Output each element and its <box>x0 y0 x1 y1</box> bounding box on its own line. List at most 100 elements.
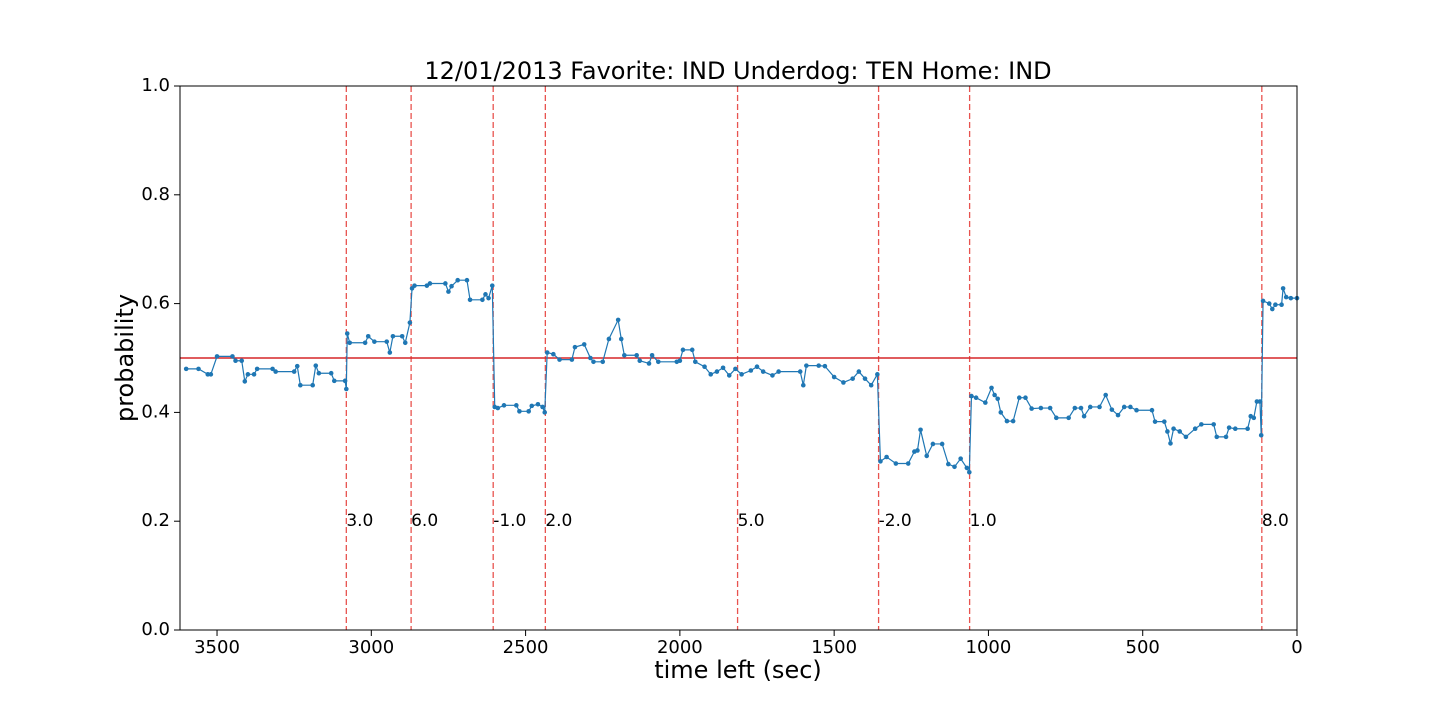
data-point <box>588 355 593 361</box>
data-point <box>831 374 837 380</box>
data-point <box>1258 432 1264 438</box>
data-point <box>992 392 997 398</box>
data-point <box>242 379 248 384</box>
x-tick-label: 500 <box>1126 637 1160 658</box>
data-point <box>328 370 334 376</box>
data-point <box>816 363 822 368</box>
x-tick-label: 3500 <box>194 637 240 658</box>
data-point <box>875 372 880 377</box>
data-point <box>1168 441 1173 446</box>
data-point <box>1103 392 1108 398</box>
data-point <box>1232 426 1238 432</box>
data-point <box>294 363 300 369</box>
data-point <box>233 358 238 364</box>
data-point <box>884 454 889 460</box>
data-point <box>800 382 806 388</box>
data-point <box>720 365 726 371</box>
x-tick-label: 3000 <box>348 637 394 658</box>
data-point <box>449 283 454 289</box>
data-point <box>637 358 643 364</box>
event-label: -2.0 <box>879 511 912 531</box>
data-point <box>399 333 405 339</box>
y-tick-label: 0.8 <box>141 184 170 205</box>
data-point <box>446 289 451 294</box>
data-point <box>958 456 963 461</box>
data-point <box>551 351 556 357</box>
data-point <box>245 372 251 377</box>
data-point <box>1192 426 1198 432</box>
data-point <box>649 352 655 358</box>
chart-title: 12/01/2013 Favorite: IND Underdog: TEN H… <box>424 57 1051 85</box>
y-tick-label: 1.0 <box>141 75 170 96</box>
data-point <box>967 469 972 475</box>
data-point <box>196 366 201 372</box>
data-point <box>822 363 828 369</box>
data-point <box>535 401 541 407</box>
data-point <box>1054 415 1059 421</box>
data-point <box>1245 426 1250 432</box>
data-point <box>208 372 214 377</box>
data-point <box>1081 413 1087 419</box>
data-point <box>384 339 390 344</box>
data-point <box>915 448 920 453</box>
data-point <box>739 372 744 377</box>
data-point <box>407 320 413 325</box>
data-point <box>387 350 393 355</box>
data-point <box>1121 404 1127 410</box>
data-point <box>804 363 809 368</box>
data-point <box>998 410 1004 415</box>
data-point <box>1273 302 1278 307</box>
data-point <box>483 292 488 297</box>
data-point <box>1266 301 1272 306</box>
event-label: 6.0 <box>411 511 438 531</box>
data-point <box>480 297 485 303</box>
data-point <box>313 363 319 368</box>
data-point <box>776 369 781 374</box>
data-point <box>270 366 275 372</box>
data-point <box>427 281 433 286</box>
data-point <box>1072 405 1078 411</box>
data-point <box>372 339 377 344</box>
data-point <box>1023 395 1028 401</box>
data-point <box>412 283 417 288</box>
data-point <box>557 357 562 362</box>
data-point <box>526 409 531 414</box>
plot-frame <box>179 85 1298 631</box>
data-point <box>362 340 368 346</box>
data-point <box>1029 406 1034 411</box>
data-point <box>702 364 707 370</box>
data-point <box>952 464 957 470</box>
data-point <box>862 376 868 381</box>
data-point <box>455 277 461 283</box>
data-point <box>600 359 606 365</box>
data-point <box>939 441 945 447</box>
event-label: 3.0 <box>346 511 373 531</box>
data-point <box>748 368 754 373</box>
data-point <box>501 403 507 408</box>
y-tick-label: 0.6 <box>141 293 170 314</box>
data-point <box>989 385 994 391</box>
data-point <box>542 410 548 415</box>
data-point <box>1078 405 1084 411</box>
data-point <box>689 347 695 353</box>
data-point <box>946 461 951 467</box>
data-point <box>514 403 519 408</box>
event-label: 5.0 <box>738 511 765 531</box>
x-tick-label: 2500 <box>503 637 549 658</box>
data-point <box>1288 295 1294 301</box>
data-point <box>183 366 189 372</box>
x-axis-label: time left (sec) <box>654 656 822 684</box>
data-point <box>495 405 501 411</box>
data-point <box>529 403 535 409</box>
data-point <box>677 358 683 364</box>
event-label: 1.0 <box>970 511 997 531</box>
data-point <box>905 461 911 466</box>
data-point <box>1128 404 1133 410</box>
data-point <box>591 359 596 365</box>
event-label: 8.0 <box>1262 511 1289 531</box>
data-point <box>1047 405 1053 411</box>
data-point <box>1211 422 1216 427</box>
data-point <box>569 357 575 362</box>
data-point <box>969 393 974 399</box>
data-point <box>893 461 899 466</box>
